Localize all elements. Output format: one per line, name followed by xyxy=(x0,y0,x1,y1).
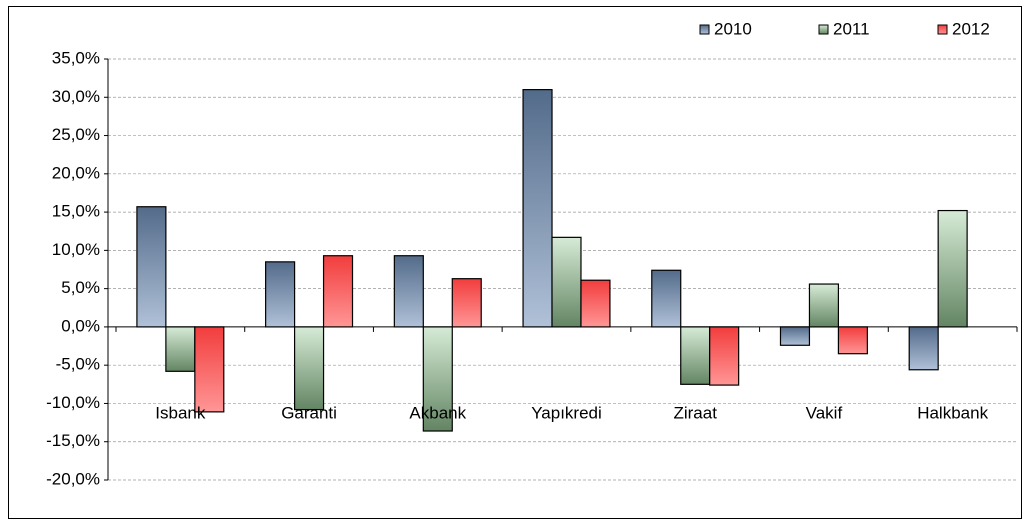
y-tick-label: 30,0% xyxy=(52,87,100,106)
y-tick-label: 15,0% xyxy=(52,202,100,221)
x-tick-label: Garanti xyxy=(281,403,337,422)
bar xyxy=(522,89,553,328)
y-tick-label: 5,0% xyxy=(61,278,100,297)
bar xyxy=(422,326,453,432)
bar xyxy=(194,326,225,413)
bar xyxy=(808,283,840,328)
x-tick-label: Isbank xyxy=(155,403,206,422)
y-tick-label: 10,0% xyxy=(52,240,100,259)
bar xyxy=(165,326,196,372)
bar xyxy=(779,326,811,346)
bar xyxy=(136,206,167,328)
bar xyxy=(551,236,582,328)
bar xyxy=(837,326,868,355)
bar xyxy=(937,209,968,328)
bar xyxy=(709,326,740,386)
legend-swatch xyxy=(818,24,829,35)
x-tick-label: Vakif xyxy=(806,403,843,422)
bar xyxy=(393,255,424,328)
legend-label: 2011 xyxy=(833,19,870,38)
x-tick-label: Akbank xyxy=(409,403,466,422)
y-tick-label: 35,0% xyxy=(52,48,100,67)
bar xyxy=(265,261,296,328)
x-tick-label: Yapıkredi xyxy=(531,403,602,422)
x-tick-label: Halkbank xyxy=(917,403,988,422)
bar xyxy=(293,326,325,411)
y-tick-label: 25,0% xyxy=(52,125,100,144)
x-tick-label: Ziraat xyxy=(673,403,717,422)
y-tick-label: -10,0% xyxy=(46,393,100,412)
y-tick-label: 0,0% xyxy=(61,316,100,335)
legend-swatch xyxy=(699,24,710,35)
y-tick-label: -5,0% xyxy=(56,355,100,374)
y-tick-label: 20,0% xyxy=(52,163,100,182)
bar xyxy=(580,279,611,328)
bar xyxy=(322,255,354,328)
bar xyxy=(451,278,482,328)
chart-border xyxy=(8,6,1022,519)
bar xyxy=(908,326,939,371)
legend-label: 2012 xyxy=(952,19,990,38)
bar xyxy=(680,326,711,385)
y-tick-label: -15,0% xyxy=(46,431,100,450)
legend-swatch xyxy=(937,24,948,35)
bar xyxy=(651,269,682,328)
y-tick-label: -20,0% xyxy=(46,469,100,488)
legend-label: 2010 xyxy=(714,19,752,38)
